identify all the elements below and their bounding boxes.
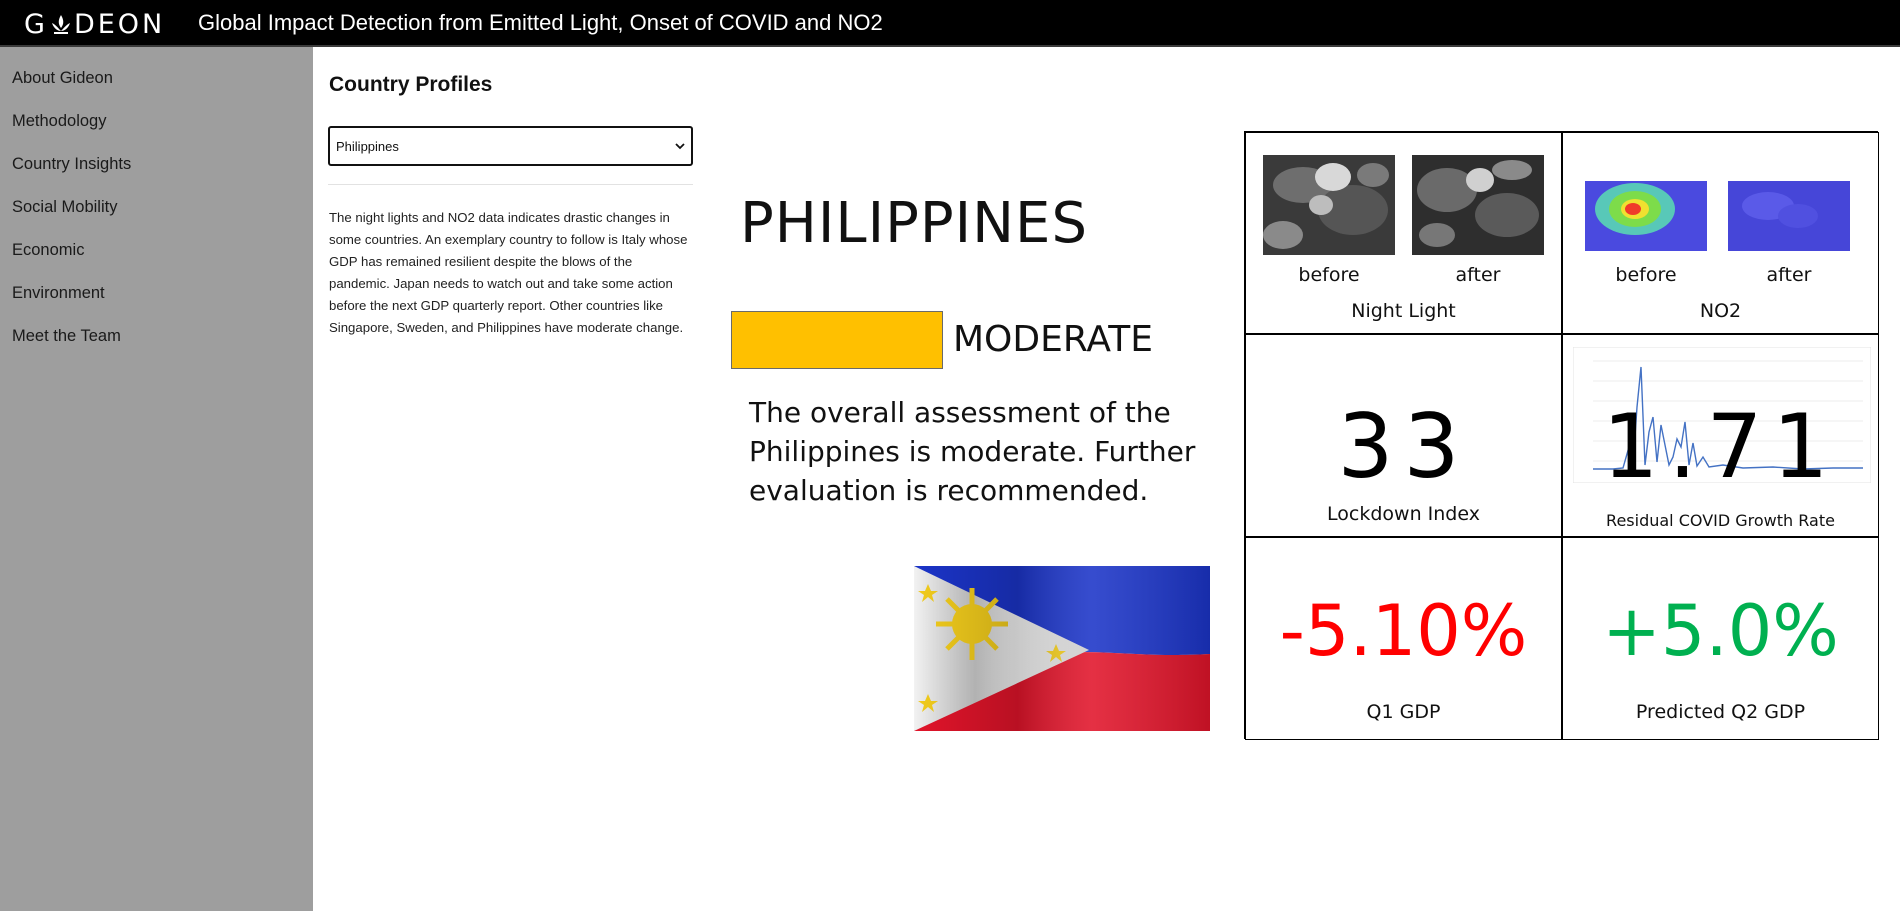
philippines-flag-image [914,566,1210,731]
page-title: Country Profiles [329,73,493,96]
residual-growth-panel: 1.71 Residual COVID Growth Rate [1562,334,1879,537]
no2-panel: before after NO2 [1562,132,1879,334]
no2-after-image [1728,181,1850,251]
lockdown-index-title: Lockdown Index [1327,503,1480,525]
assessment-text: The overall assessment of the Philippine… [749,396,1196,507]
chevron-down-icon [675,143,685,150]
status-label: MODERATE [953,319,1153,360]
q2-gdp-title: Predicted Q2 GDP [1635,701,1806,723]
app-title: Global Impact Detection from Emitted Lig… [198,10,883,35]
sidebar-item-about[interactable]: About Gideon [12,69,113,87]
lockdown-index-panel: 33 Lockdown Index [1245,334,1562,537]
no2-title: NO2 [1699,300,1742,322]
sidebar: About Gideon Methodology Country Insight… [0,47,313,911]
main-content: Country Profiles Philippines The night l… [313,47,1900,911]
no2-before-image [1585,181,1707,251]
sidebar-item-methodology[interactable]: Methodology [12,112,107,130]
night-light-after-image [1412,155,1544,255]
country-name: PHILIPPINES [740,191,1088,256]
metrics-grid: before after Night Light before after NO… [1244,131,1879,740]
divider [328,184,693,185]
no2-before-label: before [1615,264,1677,286]
sidebar-item-country-insights[interactable]: Country Insights [12,155,132,173]
top-bar: G DEON Global Impact Detection from Emit… [0,0,1900,47]
brand-text: G [24,8,48,40]
sidebar-item-meet-the-team[interactable]: Meet the Team [12,327,121,345]
lockdown-index-value: 33 [1337,395,1470,498]
brand-text-rest: DEON [73,8,166,40]
sidebar-item-economic[interactable]: Economic [12,241,85,259]
q2-gdp-panel: +5.0% Predicted Q2 GDP [1562,537,1879,740]
residual-growth-chart [1573,347,1871,483]
q1-gdp-value: -5.10% [1279,590,1528,672]
night-light-panel: before after Night Light [1245,132,1562,334]
night-light-after-label: after [1455,264,1501,286]
q1-gdp-panel: -5.10% Q1 GDP [1245,537,1562,740]
status-swatch [731,311,943,369]
residual-growth-value: 1.71 [1602,395,1839,498]
sidebar-item-social-mobility[interactable]: Social Mobility [12,198,118,216]
lotus-icon [51,15,70,34]
no2-after-label: after [1766,264,1812,286]
country-select[interactable]: Philippines [328,126,693,166]
night-light-before-label: before [1298,264,1360,286]
intro-text: The night lights and NO2 data indicates … [329,210,688,335]
residual-growth-title: Residual COVID Growth Rate [1606,511,1835,530]
night-light-before-image [1263,155,1395,255]
q2-gdp-value: +5.0% [1602,590,1839,672]
night-light-title: Night Light [1351,300,1456,322]
country-select-value: Philippines [336,138,399,154]
brand-logo[interactable]: G DEON [24,8,166,40]
q1-gdp-title: Q1 GDP [1366,701,1441,723]
sidebar-item-environment[interactable]: Environment [12,284,105,302]
